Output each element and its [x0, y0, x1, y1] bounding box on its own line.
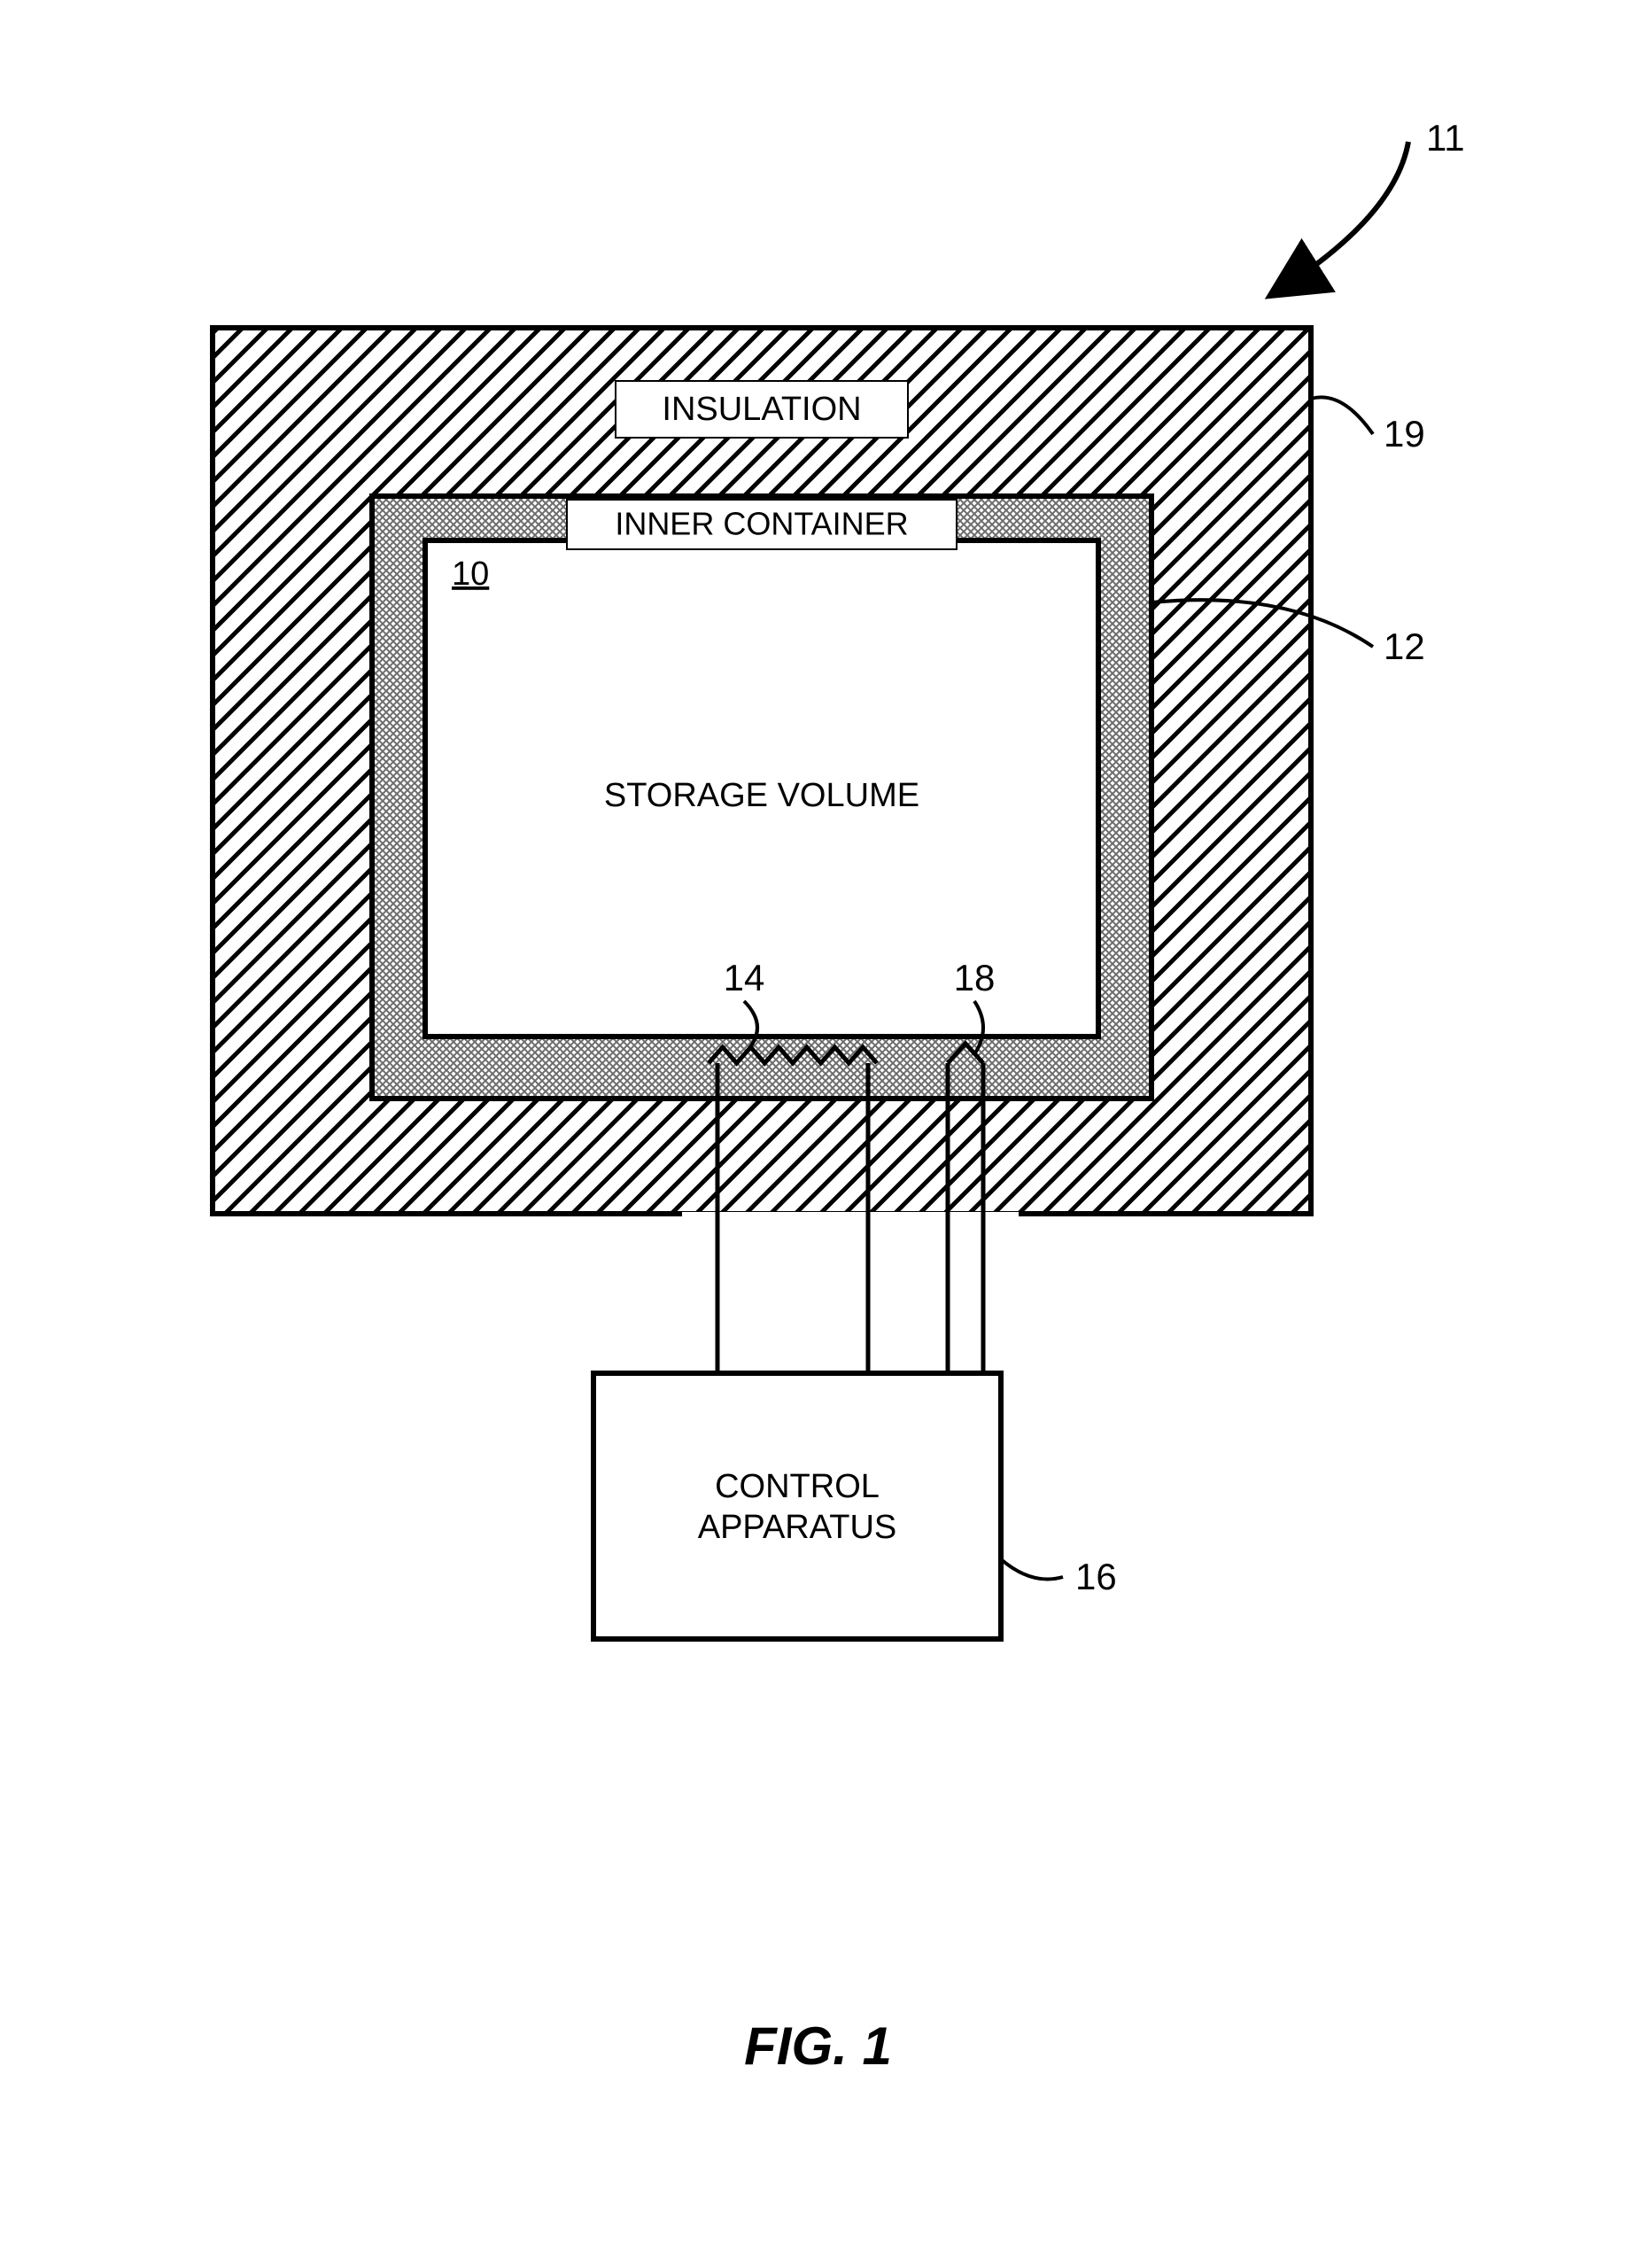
- control-apparatus-label-2: APPARATUS: [698, 1509, 897, 1546]
- control-apparatus-label-1: CONTROL: [715, 1468, 880, 1505]
- control-apparatus-box: [593, 1373, 1001, 1639]
- ref-18: 18: [954, 957, 996, 998]
- ref-14: 14: [724, 957, 765, 998]
- insulation-label: INSULATION: [662, 391, 861, 428]
- wire-channel: [682, 1212, 1019, 1375]
- figure-caption: FIG. 1: [744, 2016, 892, 2076]
- ref-16-leader: [1001, 1559, 1063, 1580]
- ref-11-arrow: [1275, 142, 1408, 292]
- ref-10: 10: [452, 555, 489, 593]
- figure-1: INSULATION INNER CONTAINER STORAGE VOLUM…: [0, 0, 1636, 2268]
- ref-11: 11: [1426, 117, 1465, 159]
- ref-19-leader: [1311, 397, 1373, 434]
- storage-volume-label: STORAGE VOLUME: [604, 777, 919, 814]
- ref-16: 16: [1075, 1556, 1117, 1597]
- inner-container-label: INNER CONTAINER: [615, 506, 908, 542]
- ref-19: 19: [1384, 413, 1425, 454]
- ref-12: 12: [1384, 625, 1425, 667]
